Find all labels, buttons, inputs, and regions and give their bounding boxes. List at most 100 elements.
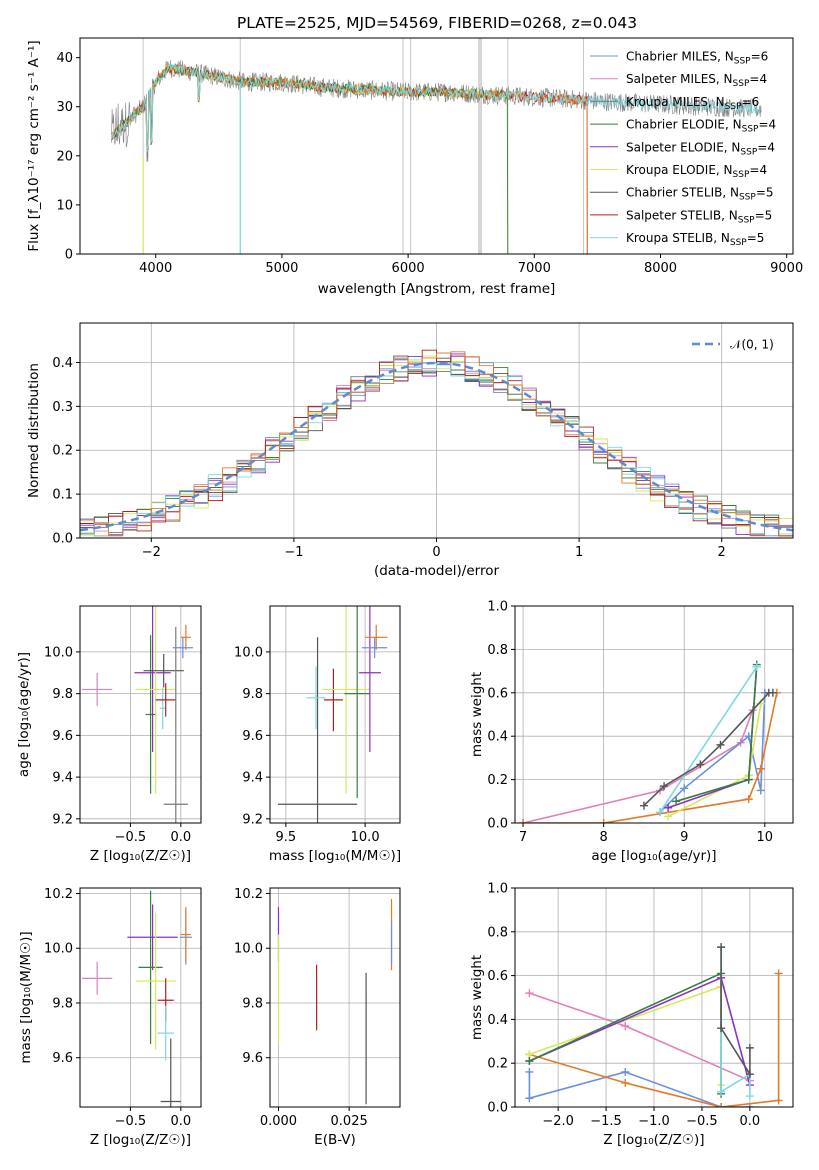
y-tick-label: 0.0 [487, 817, 508, 832]
data-point-marker [756, 786, 765, 795]
x-tick-label: −1 [284, 545, 303, 560]
y-tick-label: 20 [56, 149, 73, 164]
series-line [720, 947, 751, 1077]
x-tick-label: 0.0 [740, 1114, 761, 1129]
legend-entry: Kroupa STELIB, NSSP=5 [590, 231, 764, 248]
legend-label: Chabrier ELODIE, NSSP=4 [626, 118, 776, 135]
errorbar-chabrier_miles [172, 637, 193, 659]
y-tick-label: 40 [56, 51, 73, 66]
data-point-marker [744, 775, 753, 784]
x-tick-label: 0.000 [260, 1114, 297, 1129]
x-tick-label: 4000 [139, 261, 172, 276]
legend-label: Kroupa MILES, NSSP=6 [626, 95, 759, 112]
series-line [522, 709, 754, 823]
errorbar-chabrier_miles [361, 637, 388, 659]
data-point-marker [525, 1057, 534, 1066]
data-point-marker [621, 1078, 630, 1087]
massweight_vs_age-plot-area [515, 606, 793, 823]
x-tick-label: −1.5 [590, 1114, 622, 1129]
mass_vs_Z-plot-area [80, 888, 201, 1107]
data-point-marker [717, 1087, 726, 1096]
errorbar-orange [180, 907, 191, 962]
model-spectrum-kroupa_stelib [111, 62, 761, 152]
data-point-marker [599, 819, 608, 823]
x-tick-label: −2 [142, 545, 161, 560]
series-chabrier_stelib [639, 688, 777, 810]
axes-frame [79, 37, 794, 255]
data-point-marker [744, 795, 753, 804]
y-tick-label: 0.4 [487, 1013, 508, 1028]
y-tick-label: 9.6 [52, 729, 73, 744]
legend-label: Kroupa ELODIE, NSSP=4 [626, 163, 767, 180]
y-tick-label: 0.0 [52, 532, 73, 547]
legend-entry: Chabrier STELIB, NSSP=5 [590, 186, 774, 203]
errorbar-chabrier_elodie [138, 890, 163, 1045]
x-tick-label: 7000 [518, 261, 551, 276]
y-tick-label: 10.2 [234, 887, 263, 902]
y-tick-label: 0.2 [487, 773, 508, 788]
errorbar-salpeter_stelib [323, 668, 343, 732]
data-point-marker [717, 1103, 726, 1107]
spectrum-plot-area [111, 38, 762, 254]
massweight_vs_age-panel: 7 8 9 10 0.0 0.2 0.4 0.6 0.8 1.0 age [log₁₀(age/yr… [469, 600, 794, 864]
x-tick-label: 0.0 [170, 830, 191, 845]
legend-label: Chabrier MILES, NSSP=6 [626, 50, 768, 67]
data-point-marker [716, 740, 725, 749]
data-point-marker [774, 969, 783, 978]
y-tick-label: 9.4 [52, 771, 73, 786]
x-tick-label: 10.0 [351, 830, 380, 845]
errorbar-salpeter_elodie [358, 606, 381, 753]
series-kroupa_stelib [656, 662, 761, 817]
spectrum-legend: Chabrier MILES, NSSP=6 Salpeter MILES, NS… [590, 50, 776, 248]
x-tick-label: 2 [718, 545, 726, 560]
x-tick-label: −2.0 [542, 1114, 574, 1129]
legend-label: 𝒩(0, 1) [730, 338, 774, 352]
series-chabrier_stelib [717, 943, 754, 1079]
x-axis-label: E(B-V) [314, 1132, 356, 1148]
x-tick-label: 9 [680, 830, 688, 845]
data-point-marker [745, 1092, 754, 1101]
x-axis-label: Z [log₁₀(Z/Z☉)] [90, 1132, 191, 1148]
data-point-marker [745, 1043, 754, 1052]
errorbar-chabrier_stelib [143, 653, 184, 688]
legend-entry: Salpeter MILES, NSSP=4 [590, 72, 767, 89]
data-point-marker [664, 803, 673, 812]
figure-title: PLATE=2525, MJD=54569, FIBERID=0268, z=0… [237, 14, 637, 32]
y-tick-label: 10.0 [44, 942, 73, 957]
x-axis-label: Z [log₁₀(Z/Z☉)] [90, 848, 191, 864]
errorbar-kroupa_stelib [159, 687, 166, 730]
x-axis-label: (data-model)/error [374, 563, 500, 579]
y-axis-label: age [log₁₀(age/yr)] [16, 652, 32, 777]
x-tick-label: 10 [757, 830, 774, 845]
data-point-marker [525, 1094, 534, 1103]
data-point-marker [519, 819, 528, 823]
axes-frame [79, 605, 202, 824]
series-chabrier_elodie [672, 660, 761, 806]
y-tick-label: 1.0 [487, 882, 508, 897]
series-orange [519, 688, 781, 823]
data-point-marker [768, 688, 777, 697]
y-tick-label: 10 [56, 198, 73, 213]
age_vs_Z-plot-area [80, 606, 201, 823]
y-axis-label: Normed distribution [26, 363, 42, 498]
data-point-marker [745, 1070, 754, 1079]
legend-entry: Kroupa ELODIE, NSSP=4 [590, 163, 767, 180]
data-point-marker [696, 760, 705, 769]
errorbar-kroupa_elodie [322, 606, 370, 794]
x-tick-label: 8 [599, 830, 607, 845]
errorbar-kroupa_miles [163, 626, 188, 823]
x-tick-label: 0 [432, 545, 440, 560]
model-spectrum-chabrier_elodie [111, 64, 509, 254]
series-salpeter_elodie [525, 973, 754, 1090]
series-salpeter_miles [525, 989, 754, 1085]
series-line [529, 992, 751, 1082]
errorbar-kroupa_stelib [157, 1005, 174, 1061]
series-line [523, 692, 778, 823]
y-tick-label: 0.2 [52, 444, 73, 459]
age_vs_Z-panel: −0.5 0.0 9.2 9.4 9.6 9.8 10.0 Z [log₁₀(Z/Z☉)] ag… [16, 605, 202, 864]
x-axis-label: mass [log₁₀(M/M☉)] [269, 848, 401, 864]
age_vs_mass-plot-area [270, 606, 400, 823]
y-tick-label: 9.8 [242, 996, 263, 1011]
mass_vs_Z-panel: −0.5 0.0 9.6 9.8 10.0 10.2 Z [log₁₀(Z/Z☉)] mass… [18, 887, 202, 1148]
